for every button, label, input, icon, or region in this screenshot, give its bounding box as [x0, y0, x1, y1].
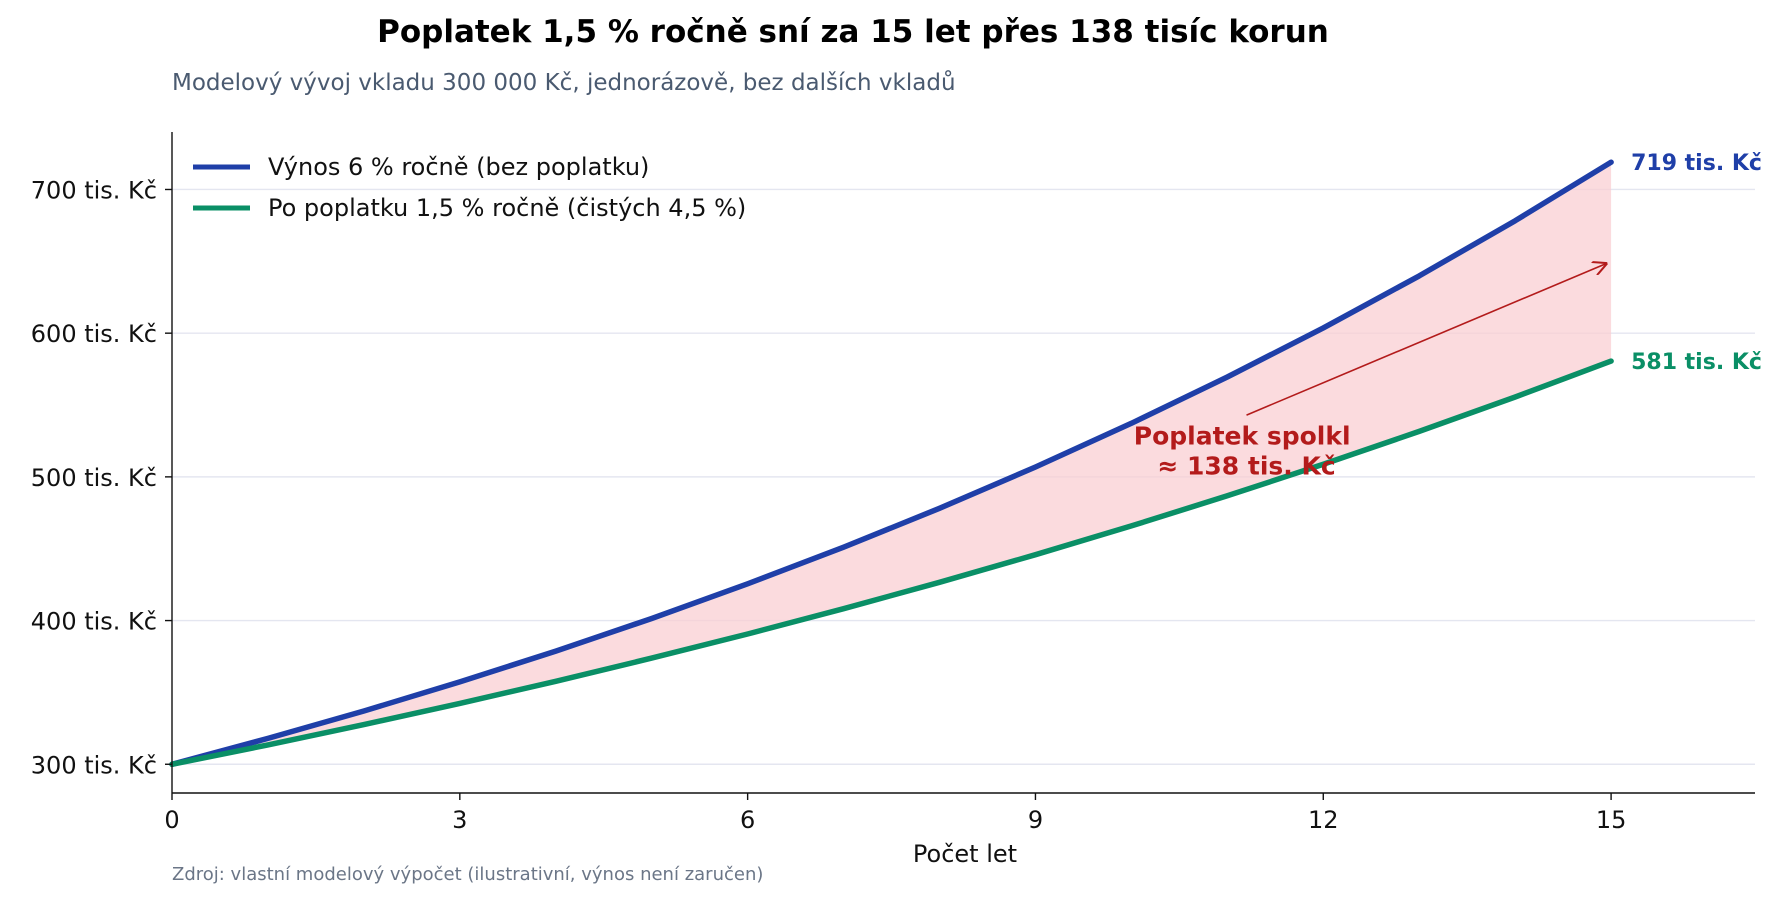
annotation-line-2: ≈ 138 tis. Kč — [1157, 452, 1335, 481]
series-line-1 — [169, 358, 1614, 768]
y-tick-label: 400 tis. Kč — [31, 608, 157, 636]
legend: Výnos 6 % ročně (bez poplatku) Po poplat… — [193, 153, 746, 222]
chart-title: Poplatek 1,5 % ročně sní za 15 let přes … — [377, 14, 1329, 50]
x-tick-label: 3 — [452, 806, 467, 834]
fee-annotation: Poplatek spolkl ≈ 138 tis. Kč — [1134, 264, 1606, 481]
end-label-1: 581 tis. Kč — [1631, 350, 1762, 375]
x-axis-label: Počet let — [913, 840, 1017, 868]
x-tick-label: 15 — [1596, 806, 1627, 834]
x-tick-label: 9 — [1028, 806, 1043, 834]
x-ticks: 0 3 6 9 12 15 — [164, 793, 1626, 834]
x-tick-label: 12 — [1308, 806, 1339, 834]
end-label-0: 719 tis. Kč — [1631, 151, 1762, 176]
legend-label-net: Po poplatku 1,5 % ročně (čistých 4,5 %) — [268, 194, 746, 222]
annotation-arrow — [1246, 264, 1607, 416]
y-tick-label: 300 tis. Kč — [31, 751, 157, 779]
series-lines — [169, 159, 1614, 768]
annotation-text: Poplatek spolkl ≈ 138 tis. Kč — [1134, 422, 1360, 481]
y-tick-label: 500 tis. Kč — [31, 464, 157, 492]
y-tick-label: 600 tis. Kč — [31, 320, 157, 348]
series-line-0 — [169, 159, 1614, 768]
source-note: Zdroj: vlastní modelový výpočet (ilustra… — [172, 864, 763, 885]
legend-label-gross: Výnos 6 % ročně (bez poplatku) — [268, 153, 649, 181]
chart-subtitle: Modelový vývoj vkladu 300 000 Kč, jednor… — [172, 69, 956, 96]
end-labels: 719 tis. Kč 581 tis. Kč — [1631, 151, 1762, 375]
y-tick-label: 700 tis. Kč — [31, 176, 157, 204]
fee-gap-area — [172, 162, 1612, 765]
y-ticks: 300 tis. Kč 400 tis. Kč 500 tis. Kč 600 tis… — [31, 176, 172, 779]
x-tick-label: 6 — [740, 806, 755, 834]
x-tick-label: 0 — [164, 806, 179, 834]
annotation-line-1: Poplatek spolkl — [1134, 422, 1351, 451]
